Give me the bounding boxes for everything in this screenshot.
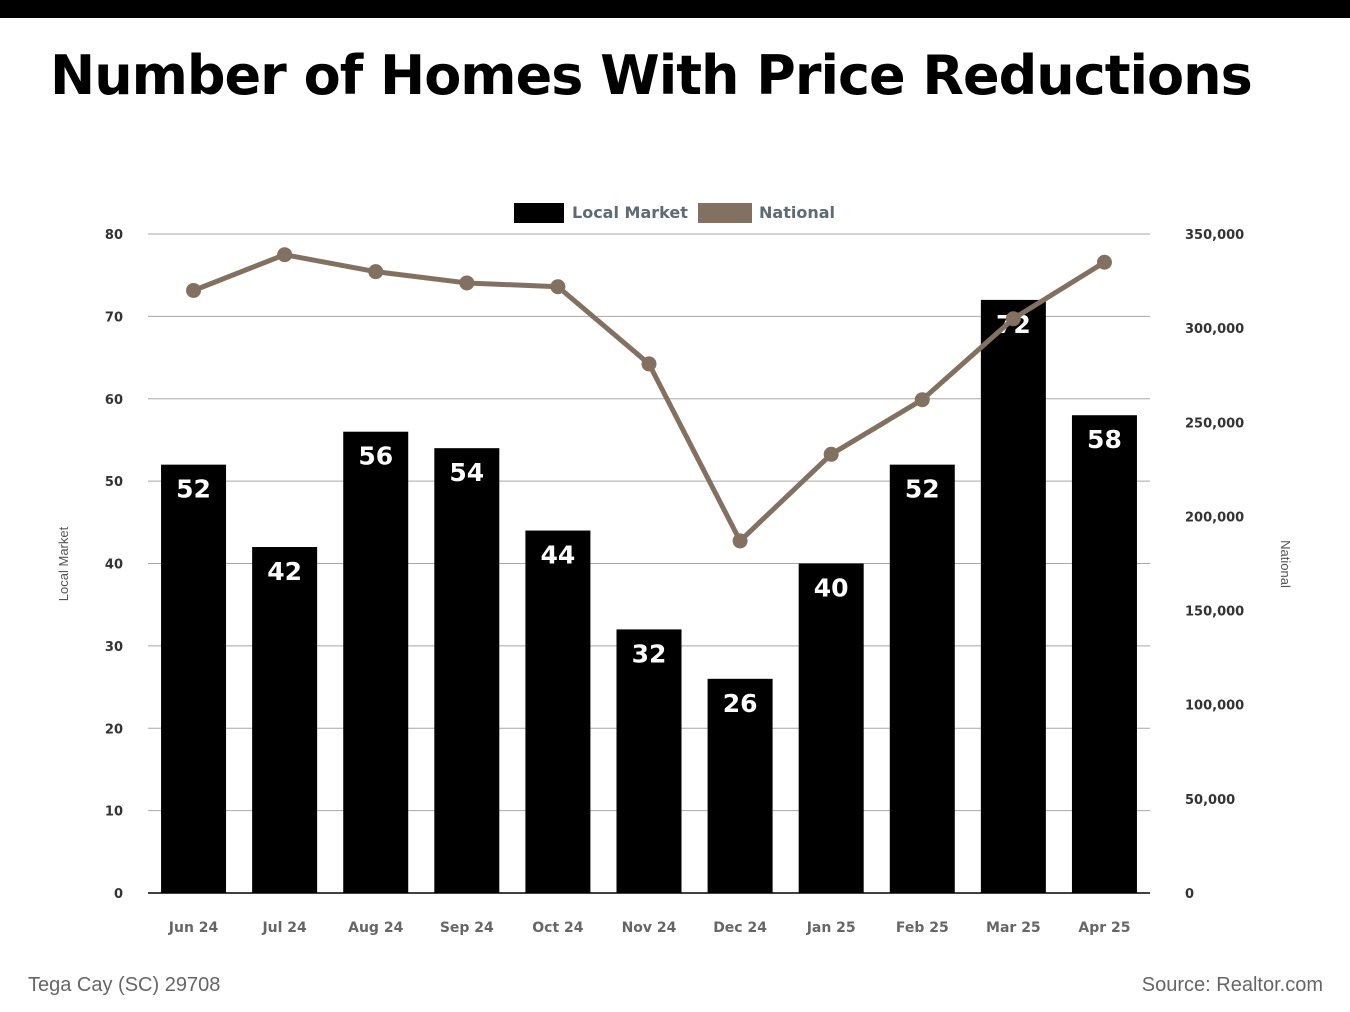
bar-data-label: 40 (814, 574, 849, 603)
bar-data-label: 52 (905, 475, 940, 504)
bar-data-label: 52 (176, 475, 211, 504)
y2-tick-label: 100,000 (1185, 699, 1244, 714)
national-point (1096, 254, 1112, 270)
y2-tick-label: 50,000 (1185, 793, 1235, 808)
bar-feb-25 (889, 464, 955, 893)
x-tick-label: Aug 24 (348, 920, 403, 936)
bar-jun-24 (161, 464, 227, 893)
x-tick-label: Apr 25 (1078, 920, 1130, 936)
national-point (368, 264, 384, 280)
bar-data-label: 54 (449, 458, 484, 487)
page-title: Number of Homes With Price Reductions (50, 44, 1253, 107)
x-tick-label: Oct 24 (532, 920, 584, 936)
bar-dec-24 (707, 678, 773, 893)
x-tick-label: Feb 25 (896, 920, 949, 936)
national-point (550, 279, 566, 295)
y-axis-title: Local Market (56, 526, 71, 601)
source-label: Source: Realtor.com (1141, 974, 1323, 996)
y-tick-label: 0 (114, 887, 123, 902)
y-tick-label: 20 (105, 722, 123, 737)
bar-data-label: 42 (267, 557, 302, 586)
national-point (641, 356, 657, 372)
bar-data-label: 32 (632, 639, 667, 668)
x-tick-label: Dec 24 (713, 920, 767, 936)
y-tick-label: 70 (105, 310, 123, 325)
national-point (186, 282, 202, 298)
x-tick-label: Jun 24 (168, 920, 219, 936)
y2-tick-label: 0 (1185, 887, 1194, 902)
national-point (732, 533, 748, 549)
y2-tick-label: 350,000 (1185, 228, 1244, 243)
location-label: Tega Cay (SC) 29708 (28, 974, 221, 996)
x-tick-label: Nov 24 (622, 920, 677, 936)
bar-jul-24 (252, 547, 318, 893)
national-line (192, 252, 1106, 544)
y-tick-label: 40 (105, 558, 123, 573)
y-tick-label: 30 (105, 640, 123, 655)
y2-tick-label: 200,000 (1185, 510, 1244, 525)
national-point (277, 247, 293, 263)
y2-tick-label: 300,000 (1185, 322, 1244, 337)
legend-label-local-market: Local Market (572, 203, 688, 222)
x-tick-label: Mar 25 (986, 920, 1041, 936)
bar-aug-24 (343, 431, 409, 893)
y2-axis-title: National (1278, 540, 1293, 588)
y2-tick-label: 150,000 (1185, 605, 1244, 620)
x-tick-label: Jan 25 (806, 920, 856, 936)
legend-label-national: National (759, 203, 835, 222)
legend-swatch-national (698, 203, 752, 223)
bar-data-label: 56 (358, 442, 393, 471)
national-point (823, 446, 839, 462)
y-tick-label: 80 (105, 228, 123, 243)
y-tick-label: 10 (105, 805, 123, 820)
national-point (914, 392, 930, 408)
legend-swatch-local-market (514, 203, 564, 223)
x-tick-label: Jul 24 (261, 920, 307, 936)
bar-oct-24 (525, 530, 591, 893)
bar-nov-24 (616, 629, 682, 893)
national-point (459, 275, 475, 291)
x-tick-label: Sep 24 (440, 920, 494, 936)
bar-data-label: 44 (541, 541, 576, 570)
bar-data-label: 58 (1087, 425, 1122, 454)
bar-jan-25 (798, 563, 864, 893)
bar-apr-25 (1071, 415, 1137, 893)
y2-tick-label: 250,000 (1185, 416, 1244, 431)
national-point (1005, 311, 1021, 327)
y-tick-label: 50 (105, 475, 123, 490)
top-bar (0, 0, 1350, 18)
y-tick-label: 60 (105, 393, 123, 408)
bar-data-label: 26 (723, 689, 758, 718)
bar-sep-24 (434, 448, 500, 893)
bar-mar-25 (980, 299, 1046, 893)
